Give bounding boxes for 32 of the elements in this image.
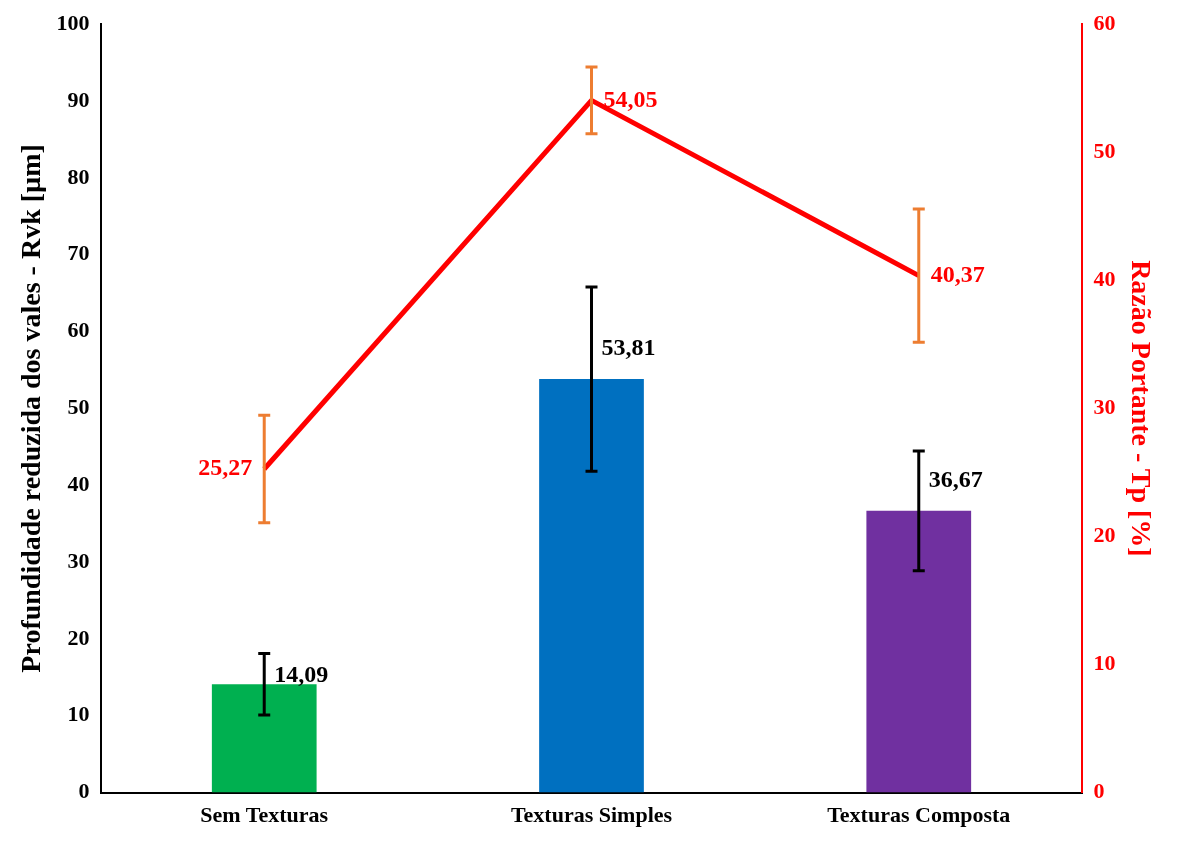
data-label: 36,67 bbox=[928, 466, 983, 493]
data-label: 14,09 bbox=[274, 660, 329, 687]
y-tick-label: 0 bbox=[78, 778, 90, 804]
bar bbox=[539, 379, 644, 793]
y-tick-label: 70 bbox=[67, 240, 90, 266]
y2-tick-label: 50 bbox=[1093, 137, 1116, 163]
x-tick-label: Sem Texturas bbox=[200, 802, 329, 828]
y-tick-label: 10 bbox=[67, 701, 90, 727]
y-tick-label: 40 bbox=[67, 470, 90, 496]
data-label: 25,27 bbox=[198, 454, 253, 481]
data-label: 54,05 bbox=[603, 85, 658, 112]
y-tick-label: 90 bbox=[67, 86, 90, 112]
bar bbox=[211, 684, 317, 793]
y-tick-label: 30 bbox=[67, 547, 90, 573]
y-tick-label: 80 bbox=[67, 163, 90, 189]
y2-tick-label: 30 bbox=[1093, 394, 1116, 420]
data-label: 40,37 bbox=[930, 260, 985, 287]
y2-tick-label: 60 bbox=[1093, 9, 1116, 35]
y2-tick-label: 0 bbox=[1093, 778, 1105, 804]
y-tick-label: 60 bbox=[67, 317, 90, 343]
y2-axis-title: Razão Portante - Tp [%] bbox=[1125, 260, 1157, 557]
y2-tick-label: 40 bbox=[1093, 266, 1116, 292]
y-tick-label: 50 bbox=[67, 394, 90, 420]
data-label: 53,81 bbox=[601, 334, 656, 361]
y-tick-label: 20 bbox=[67, 624, 90, 650]
bar bbox=[866, 510, 972, 793]
y-tick-label: 100 bbox=[56, 9, 90, 35]
y2-tick-label: 20 bbox=[1093, 522, 1116, 548]
y2-tick-label: 10 bbox=[1093, 650, 1116, 676]
y-axis-title: Profundidade reduzida dos vales - Rvk [µm] bbox=[15, 144, 47, 673]
x-tick-label: Texturas Simples bbox=[510, 802, 673, 828]
x-tick-label: Texturas Composta bbox=[827, 802, 1011, 828]
